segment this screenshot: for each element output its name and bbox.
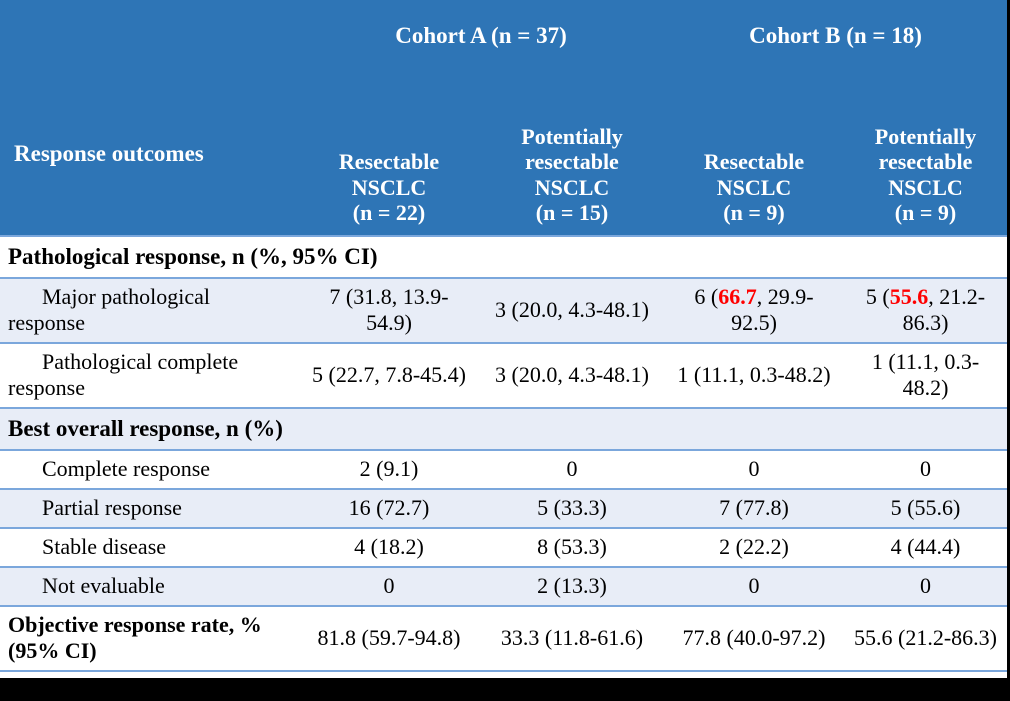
section-heading-row: Pathological response, n (%, 95% CI) (0, 234, 1007, 280)
cell-value-3: 6 (66.7, 29.9-92.5) (664, 277, 844, 345)
table-row: Not evaluable 0 2 (13.3) 0 0 (0, 565, 1007, 607)
header-line: Resectable (703, 149, 805, 175)
value-prefix: 5 ( (865, 284, 890, 310)
header-line: (n = 22) (352, 200, 426, 226)
column-header-row: Response outcomes Resectable NSCLC (n = … (0, 74, 1007, 236)
group-header-spacer (0, 0, 298, 74)
cell-value-2: 5 (33.3) (480, 488, 664, 529)
cell-value-2: 3 (20.0, 4.3-48.1) (480, 342, 664, 409)
row-label: Pathological complete response (0, 342, 298, 409)
cell-value-4: 0 (844, 449, 1007, 491)
group-header-row: Cohort A (n = 37) Cohort B (n = 18) (0, 0, 1007, 74)
column-header-cohort-b-resectable: Resectable NSCLC (n = 9) (664, 74, 844, 236)
cell-value-3: 2 (22.2) (664, 526, 844, 568)
cell-value-3: 77.8 (40.0-97.2) (664, 604, 844, 672)
value-suffix: , 29.9-92.5) (731, 284, 814, 336)
cell-value-4: 1 (11.1, 0.3-48.2) (844, 342, 1007, 409)
highlighted-value: 55.6 (889, 284, 929, 310)
cell-value-4: 5 (55.6) (844, 488, 1007, 529)
header-line: Resectable (338, 149, 440, 175)
cell-value-1: 0 (298, 565, 480, 607)
header-line: NSCLC (888, 174, 963, 200)
section-heading: Best overall response, n (%) (0, 406, 1007, 452)
header-line: Potentially (521, 123, 623, 149)
response-outcomes-table: Cohort A (n = 37) Cohort B (n = 18) Resp… (0, 0, 1007, 672)
row-label: Not evaluable (0, 565, 298, 607)
table-header: Cohort A (n = 37) Cohort B (n = 18) Resp… (0, 0, 1007, 236)
cell-value-1: 2 (9.1) (298, 449, 480, 491)
cell-value-3: 7 (77.8) (664, 488, 844, 529)
column-header-cohort-a-potentially-resectable: Potentially resectable NSCLC (n = 15) (480, 74, 664, 236)
row-label: Major pathological response (0, 277, 298, 345)
cell-value-1: 5 (22.7, 7.8-45.4) (298, 342, 480, 409)
header-line: NSCLC (716, 174, 792, 200)
table-row: Major pathological response 7 (31.8, 13.9… (0, 277, 1007, 345)
table-row-footer: Objective response rate, % (95% CI) 81.8 … (0, 604, 1007, 672)
cell-value-2: 0 (480, 449, 664, 491)
value-suffix: , 21.2-86.3) (902, 284, 986, 336)
cell-value-3: 1 (11.1, 0.3-48.2) (664, 342, 844, 409)
cell-value-4: 4 (44.4) (844, 526, 1007, 568)
header-line: (n = 15) (535, 200, 609, 226)
cell-value-1: 16 (72.7) (298, 488, 480, 529)
group-header-cohort-a: Cohort A (n = 37) (298, 0, 664, 74)
cell-value-2: 3 (20.0, 4.3-48.1) (480, 277, 664, 345)
cell-value-4: 5 (55.6, 21.2-86.3) (844, 277, 1007, 345)
cell-value-3: 0 (664, 565, 844, 607)
row-label: Stable disease (0, 526, 298, 568)
cell-value-1: 7 (31.8, 13.9-54.9) (298, 277, 480, 345)
group-header-cohort-b: Cohort B (n = 18) (664, 0, 1007, 74)
row-label: Objective response rate, % (95% CI) (0, 604, 298, 672)
header-line: NSCLC (534, 174, 610, 200)
column-header-cohort-b-potentially-resectable: Potentially resectable NSCLC (n = 9) (844, 74, 1007, 236)
table-row: Complete response 2 (9.1) 0 0 0 (0, 449, 1007, 491)
cell-value-2: 8 (53.3) (480, 526, 664, 568)
cell-value-2: 33.3 (11.8-61.6) (480, 604, 664, 672)
table-body: Pathological response, n (%, 95% CI) Majo… (0, 234, 1007, 672)
cell-value-4: 55.6 (21.2-86.3) (844, 604, 1007, 672)
header-line: resectable (878, 149, 973, 175)
cell-value-4: 0 (844, 565, 1007, 607)
row-label: Complete response (0, 449, 298, 491)
table-row: Partial response 16 (72.7) 5 (33.3) 7 (77.8… (0, 488, 1007, 529)
highlighted-value: 66.7 (718, 284, 757, 310)
table-frame: Cohort A (n = 37) Cohort B (n = 18) Resp… (0, 0, 1007, 678)
header-line: (n = 9) (723, 200, 785, 226)
header-line: resectable (525, 149, 619, 175)
header-line: NSCLC (351, 174, 427, 200)
cell-value-3: 0 (664, 449, 844, 491)
column-header-cohort-a-resectable: Resectable NSCLC (n = 22) (298, 74, 480, 236)
section-heading-row: Best overall response, n (%) (0, 406, 1007, 452)
header-line: (n = 9) (894, 200, 957, 226)
column-header-response-outcomes: Response outcomes (0, 74, 298, 236)
header-line: Potentially (874, 123, 977, 149)
table-row: Stable disease 4 (18.2) 8 (53.3) 2 (22.2) 4 … (0, 526, 1007, 568)
cell-value-2: 2 (13.3) (480, 565, 664, 607)
table-row: Pathological complete response 5 (22.7, 7… (0, 342, 1007, 409)
cell-value-1: 4 (18.2) (298, 526, 480, 568)
value-prefix: 6 ( (694, 284, 719, 310)
section-heading: Pathological response, n (%, 95% CI) (0, 234, 1007, 280)
cell-value-1: 81.8 (59.7-94.8) (298, 604, 480, 672)
row-label: Partial response (0, 488, 298, 529)
